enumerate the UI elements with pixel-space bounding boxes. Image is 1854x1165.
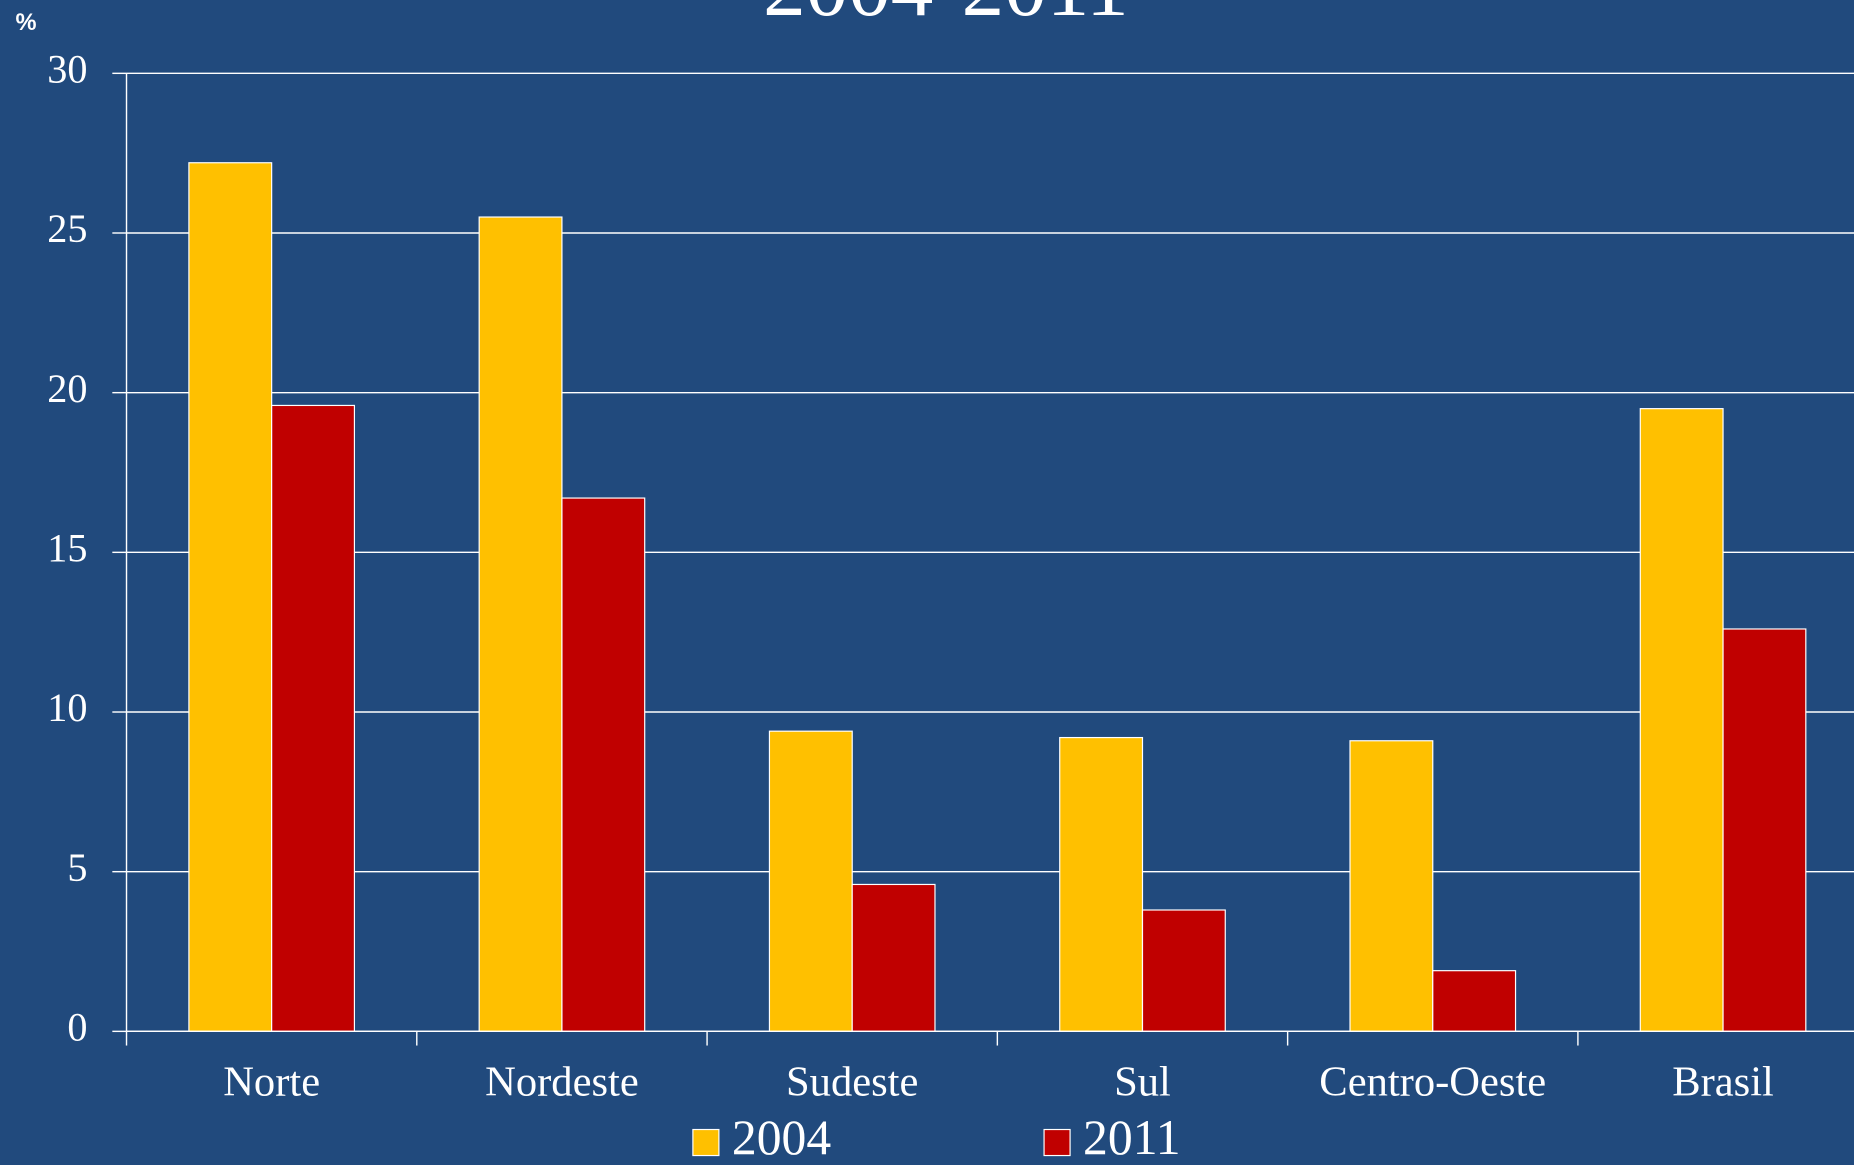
- bar: [1349, 740, 1434, 1032]
- y-tick-label: 0: [67, 1005, 87, 1050]
- bar: [478, 216, 563, 1032]
- bar: [1722, 628, 1807, 1032]
- legend-swatch: [1043, 1128, 1071, 1157]
- y-tick-label: 10: [47, 685, 87, 730]
- y-tick-label: 25: [47, 206, 87, 251]
- y-tick-label: 5: [67, 845, 87, 890]
- bar: [851, 883, 936, 1032]
- legend-label: 2004: [732, 1110, 831, 1165]
- legend-label: 2011: [1083, 1110, 1180, 1165]
- y-axis-label: %: [15, 10, 36, 36]
- x-tick-label: Sul: [1114, 1059, 1171, 1106]
- y-tick-label: 30: [47, 47, 87, 92]
- bar: [1432, 970, 1517, 1032]
- x-tick-label: Norte: [223, 1059, 320, 1106]
- bar: [1059, 736, 1144, 1032]
- x-tick-label: Brasil: [1672, 1059, 1774, 1106]
- bar: [561, 497, 646, 1032]
- bar: [1639, 408, 1724, 1032]
- bar: [1141, 909, 1226, 1032]
- bar: [271, 404, 356, 1032]
- x-tick-label: Nordeste: [485, 1059, 639, 1106]
- chart-title: 2004-2011: [763, 0, 1129, 34]
- x-tick-label: Sudeste: [786, 1059, 918, 1106]
- y-tick-label: 20: [47, 366, 87, 411]
- legend-swatch: [692, 1128, 720, 1157]
- bar: [768, 730, 853, 1032]
- bar: [188, 162, 273, 1032]
- x-tick-label: Centro-Oeste: [1319, 1059, 1546, 1106]
- y-tick-label: 15: [47, 526, 87, 571]
